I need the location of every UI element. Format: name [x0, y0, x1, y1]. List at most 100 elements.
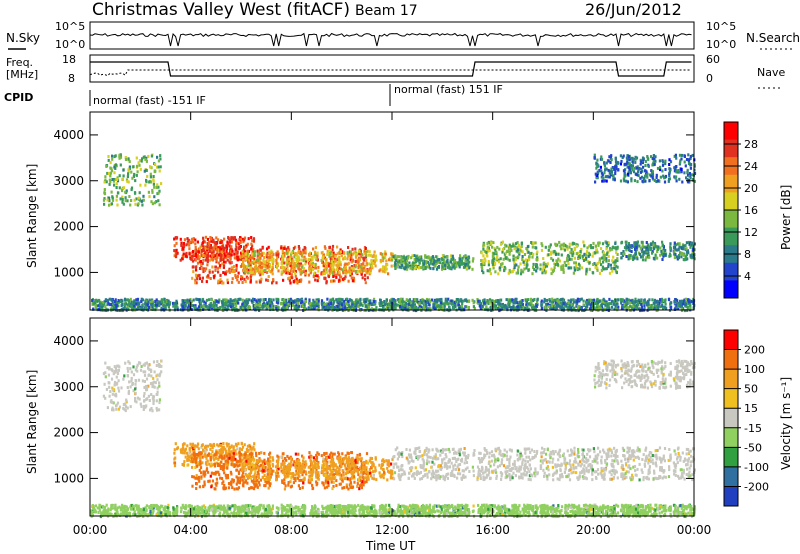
echo-cell [641, 179, 644, 183]
echo-cell [228, 267, 231, 271]
echo-cell [512, 306, 515, 310]
echo-cell [634, 157, 637, 161]
echo-cell [634, 160, 637, 164]
echo-cell [145, 306, 148, 310]
echo-cell [525, 266, 528, 270]
echo-cell [625, 246, 628, 250]
echo-cell [175, 304, 178, 308]
echo-cell [667, 177, 671, 181]
echo-cell [592, 251, 595, 255]
echo-cell [658, 301, 661, 305]
echo-cell [277, 299, 280, 303]
echo-cell [631, 164, 634, 168]
echo-cell [252, 259, 255, 263]
echo-cell [384, 270, 387, 274]
echo-cell [501, 240, 504, 244]
echo-cell [382, 302, 385, 306]
echo-cell [630, 179, 633, 183]
echo-cell [308, 267, 311, 271]
echo-cell [299, 270, 302, 274]
echo-cell [620, 159, 623, 163]
echo-cell [156, 183, 159, 187]
echo-cell [190, 257, 193, 261]
echo-cell [615, 302, 619, 306]
echo-cell [576, 267, 579, 270]
echo-cell [217, 279, 220, 283]
nave-tick-top: 60 [706, 53, 720, 66]
echo-cell [336, 265, 339, 269]
echo-cell [137, 196, 140, 200]
echo-cell [310, 260, 313, 264]
echo-cell [193, 305, 196, 309]
echo-cell [329, 257, 332, 261]
echo-cell [387, 258, 391, 262]
echo-cell [517, 305, 520, 309]
echo-cell [250, 268, 254, 272]
echo-cell [682, 258, 685, 261]
echo-cell [214, 254, 217, 258]
echo-cell [354, 270, 357, 274]
echo-cell [567, 262, 570, 266]
echo-cell [640, 167, 643, 171]
echo-cell [637, 307, 640, 311]
echo-cell [242, 240, 245, 244]
echo-cell [179, 237, 182, 241]
echo-cell [210, 251, 214, 255]
echo-cell [249, 278, 252, 282]
echo-cell [144, 299, 147, 303]
echo-cell [616, 257, 619, 261]
echo-cell [633, 179, 636, 183]
echo-cell [689, 154, 692, 158]
echo-cell [113, 178, 116, 181]
echo-cell [113, 165, 116, 169]
echo-cell [518, 252, 521, 256]
echo-cell [132, 165, 135, 169]
echo-cell [223, 264, 226, 268]
echo-cell [587, 298, 591, 302]
echo-cell [661, 169, 664, 173]
echo-cell [520, 268, 523, 272]
echo-cell [302, 305, 305, 309]
echo-cell [659, 165, 662, 169]
echo-cell [682, 244, 685, 248]
echo-cell [450, 258, 453, 262]
echo-cell [496, 245, 499, 249]
echo-cell [600, 171, 603, 175]
echo-cell [482, 261, 485, 265]
echo-cell [357, 264, 361, 268]
echo-cell [156, 303, 159, 307]
echo-cell [155, 303, 158, 307]
echo-cell [623, 175, 626, 179]
echo-cell [620, 251, 623, 255]
echo-cell [448, 266, 451, 270]
echo-cell [656, 166, 660, 170]
echo-cell [532, 306, 535, 309]
echo-cell [505, 244, 508, 248]
echo-cell [407, 254, 410, 258]
echo-cell [545, 302, 548, 306]
echo-cell [361, 304, 364, 308]
echo-cell [629, 244, 632, 248]
echo-cell [292, 246, 295, 250]
echo-cell [320, 299, 324, 303]
echo-cell [209, 302, 213, 305]
echo-cell [498, 304, 501, 308]
echo-cell [183, 238, 186, 242]
echo-cell [427, 255, 430, 259]
echo-cell [381, 265, 385, 269]
echo-cell [626, 154, 629, 158]
echo-cell [683, 154, 686, 158]
echo-cell [125, 302, 128, 306]
echo-cell [304, 300, 308, 303]
echo-cell [368, 262, 371, 266]
echo-cell [314, 256, 317, 260]
echo-cell [365, 253, 368, 257]
echo-cell [464, 259, 467, 263]
echo-cell [210, 298, 213, 302]
echo-cell [455, 300, 458, 304]
echo-cell [266, 251, 269, 255]
echo-cell [652, 154, 655, 157]
echo-cell [634, 155, 637, 159]
echo-cell [230, 245, 233, 249]
echo-cell [605, 179, 608, 183]
